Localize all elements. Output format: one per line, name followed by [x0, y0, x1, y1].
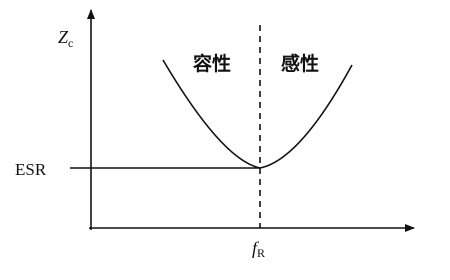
y-label-sub: c — [68, 36, 73, 50]
y-label-main: Z — [58, 27, 69, 47]
impedance-curve — [162, 59, 353, 169]
x-marker-label: fR — [252, 238, 265, 260]
x-marker-sub: R — [257, 246, 265, 260]
inductive-label: 感性 — [281, 52, 319, 75]
y-axis-label: Zc — [58, 27, 73, 50]
esr-label: ESR — [15, 160, 47, 179]
x-marker-main: f — [252, 238, 260, 258]
capacitive-label: 容性 — [193, 52, 231, 75]
